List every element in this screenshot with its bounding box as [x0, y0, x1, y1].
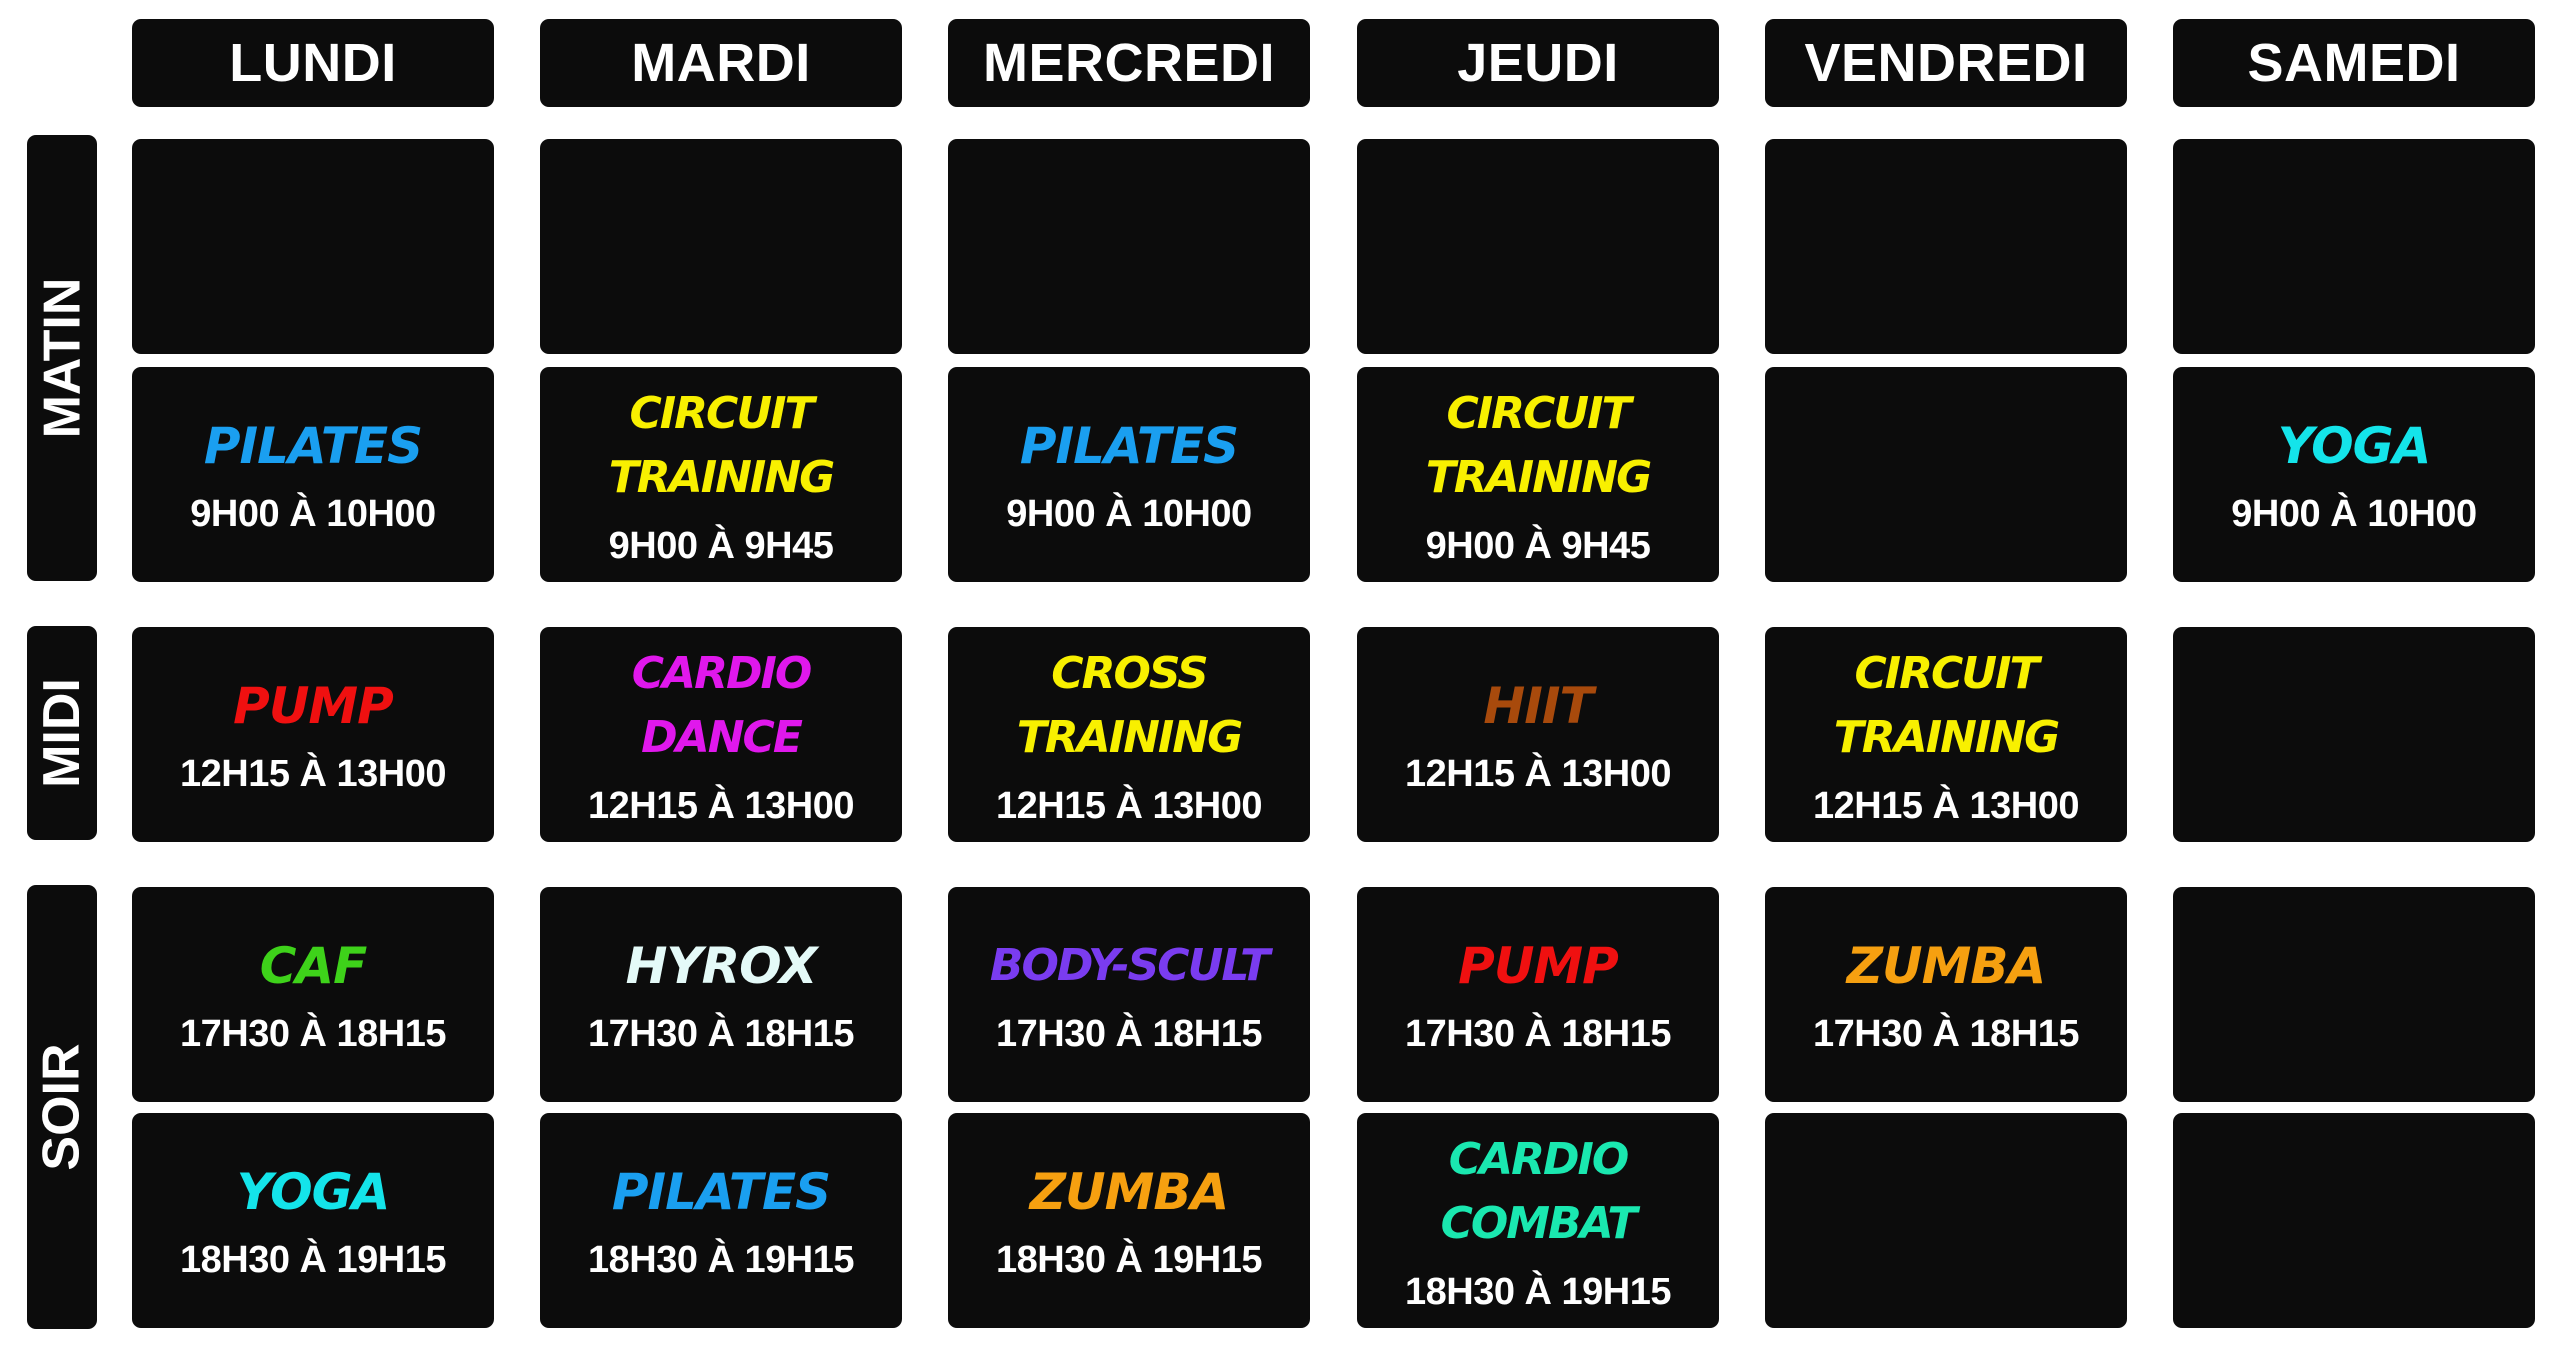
class-time: 9H00 À 10H00: [1006, 492, 1252, 535]
class-time: 18H30 À 19H15: [1404, 1270, 1672, 1313]
class-name: ZUMBA: [1029, 1162, 1229, 1221]
class-time: 12H15 À 13H00: [1404, 752, 1672, 795]
empty-slot: [1765, 367, 2127, 582]
class-slot: YOGA 18H30 À 19H15: [132, 1113, 494, 1328]
class-time: 12H15 À 13H00: [995, 784, 1263, 827]
empty-slot: [540, 139, 902, 354]
class-time: 12H15 À 13H00: [179, 752, 447, 795]
period-label-text: MATIN: [33, 277, 91, 439]
empty-slot: [1765, 1113, 2127, 1328]
class-slot: ZUMBA 18H30 À 19H15: [948, 1113, 1310, 1328]
class-name: CIRCUIT TRAINING: [1833, 647, 2060, 763]
class-slot: ZUMBA 17H30 À 18H15: [1765, 887, 2127, 1102]
period-label-matin: MATIN: [27, 135, 97, 581]
period-label-soir: SOIR: [27, 885, 97, 1329]
class-slot: CARDIO DANCE 12H15 À 13H00: [540, 627, 902, 842]
class-name: YOGA: [2277, 416, 2432, 475]
class-time: 17H30 À 18H15: [179, 1012, 447, 1055]
class-time: 18H30 À 19H15: [179, 1238, 447, 1281]
empty-slot: [2173, 139, 2535, 354]
class-slot: HYROX 17H30 À 18H15: [540, 887, 902, 1102]
class-slot: PILATES 9H00 À 10H00: [948, 367, 1310, 582]
class-name: PILATES: [1019, 416, 1239, 475]
day-header-vendredi: VENDREDI: [1765, 19, 2127, 107]
class-slot: YOGA 9H00 À 10H00: [2173, 367, 2535, 582]
class-time: 17H30 À 18H15: [1812, 1012, 2080, 1055]
class-name: PILATES: [203, 416, 423, 475]
class-slot: CROSS TRAINING 12H15 À 13H00: [948, 627, 1310, 842]
class-name: CIRCUIT TRAINING: [608, 387, 835, 503]
class-name: CARDIO COMBAT: [1440, 1133, 1638, 1249]
day-header-lundi: LUNDI: [132, 19, 494, 107]
empty-slot: [948, 139, 1310, 354]
empty-slot: [1765, 139, 2127, 354]
class-name: YOGA: [236, 1162, 391, 1221]
class-time: 18H30 À 19H15: [587, 1238, 855, 1281]
class-slot: PUMP 12H15 À 13H00: [132, 627, 494, 842]
class-name: BODY-SCULT: [989, 939, 1270, 991]
class-name: CIRCUIT TRAINING: [1425, 387, 1652, 503]
class-time: 9H00 À 10H00: [2231, 492, 2477, 535]
class-name: CAF: [259, 936, 368, 995]
class-name: CARDIO DANCE: [631, 647, 813, 763]
empty-slot: [2173, 887, 2535, 1102]
class-slot: PUMP 17H30 À 18H15: [1357, 887, 1719, 1102]
class-name: ZUMBA: [1846, 936, 2046, 995]
empty-slot: [2173, 1113, 2535, 1328]
class-slot: CIRCUIT TRAINING 12H15 À 13H00: [1765, 627, 2127, 842]
class-slot: CIRCUIT TRAINING 9H00 À 9H45: [1357, 367, 1719, 582]
class-slot: CARDIO COMBAT 18H30 À 19H15: [1357, 1113, 1719, 1328]
empty-slot: [1357, 139, 1719, 354]
class-slot: CAF 17H30 À 18H15: [132, 887, 494, 1102]
day-header-samedi: SAMEDI: [2173, 19, 2535, 107]
day-header-mardi: MARDI: [540, 19, 902, 107]
class-slot: BODY-SCULT 17H30 À 18H15: [948, 887, 1310, 1102]
class-slot: PILATES 18H30 À 19H15: [540, 1113, 902, 1328]
class-time: 17H30 À 18H15: [587, 1012, 855, 1055]
class-name: HIIT: [1483, 676, 1593, 735]
class-time: 17H30 À 18H15: [1404, 1012, 1672, 1055]
class-time: 17H30 À 18H15: [995, 1012, 1263, 1055]
class-time: 9H00 À 9H45: [1425, 524, 1651, 567]
class-time: 9H00 À 9H45: [608, 524, 834, 567]
period-label-midi: MIDI: [27, 626, 97, 840]
class-name: PUMP: [1458, 936, 1619, 995]
period-label-text: MIDI: [33, 678, 92, 788]
day-header-mercredi: MERCREDI: [948, 19, 1310, 107]
class-time: 12H15 À 13H00: [1812, 784, 2080, 827]
class-slot: PILATES 9H00 À 10H00: [132, 367, 494, 582]
empty-slot: [2173, 627, 2535, 842]
period-label-text: SOIR: [33, 1043, 92, 1171]
day-header-jeudi: JEUDI: [1357, 19, 1719, 107]
class-time: 18H30 À 19H15: [995, 1238, 1263, 1281]
class-slot: HIIT 12H15 À 13H00: [1357, 627, 1719, 842]
class-name: HYROX: [625, 936, 818, 995]
class-slot: CIRCUIT TRAINING 9H00 À 9H45: [540, 367, 902, 582]
class-name: PILATES: [611, 1162, 831, 1221]
class-name: CROSS TRAINING: [1016, 647, 1243, 763]
class-time: 12H15 À 13H00: [587, 784, 855, 827]
empty-slot: [132, 139, 494, 354]
class-name: PUMP: [233, 676, 394, 735]
class-time: 9H00 À 10H00: [190, 492, 436, 535]
